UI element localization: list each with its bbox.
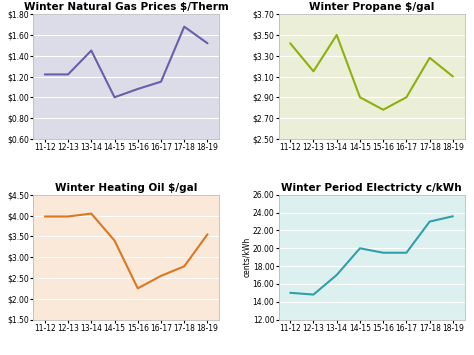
- Title: Winter Period Electricty c/kWh: Winter Period Electricty c/kWh: [281, 183, 462, 193]
- Y-axis label: cents/kWh: cents/kWh: [242, 237, 251, 277]
- Title: Winter Heating Oil $/gal: Winter Heating Oil $/gal: [55, 183, 197, 193]
- Title: Winter Propane $/gal: Winter Propane $/gal: [309, 2, 434, 12]
- Title: Winter Natural Gas Prices $/Therm: Winter Natural Gas Prices $/Therm: [24, 2, 228, 12]
